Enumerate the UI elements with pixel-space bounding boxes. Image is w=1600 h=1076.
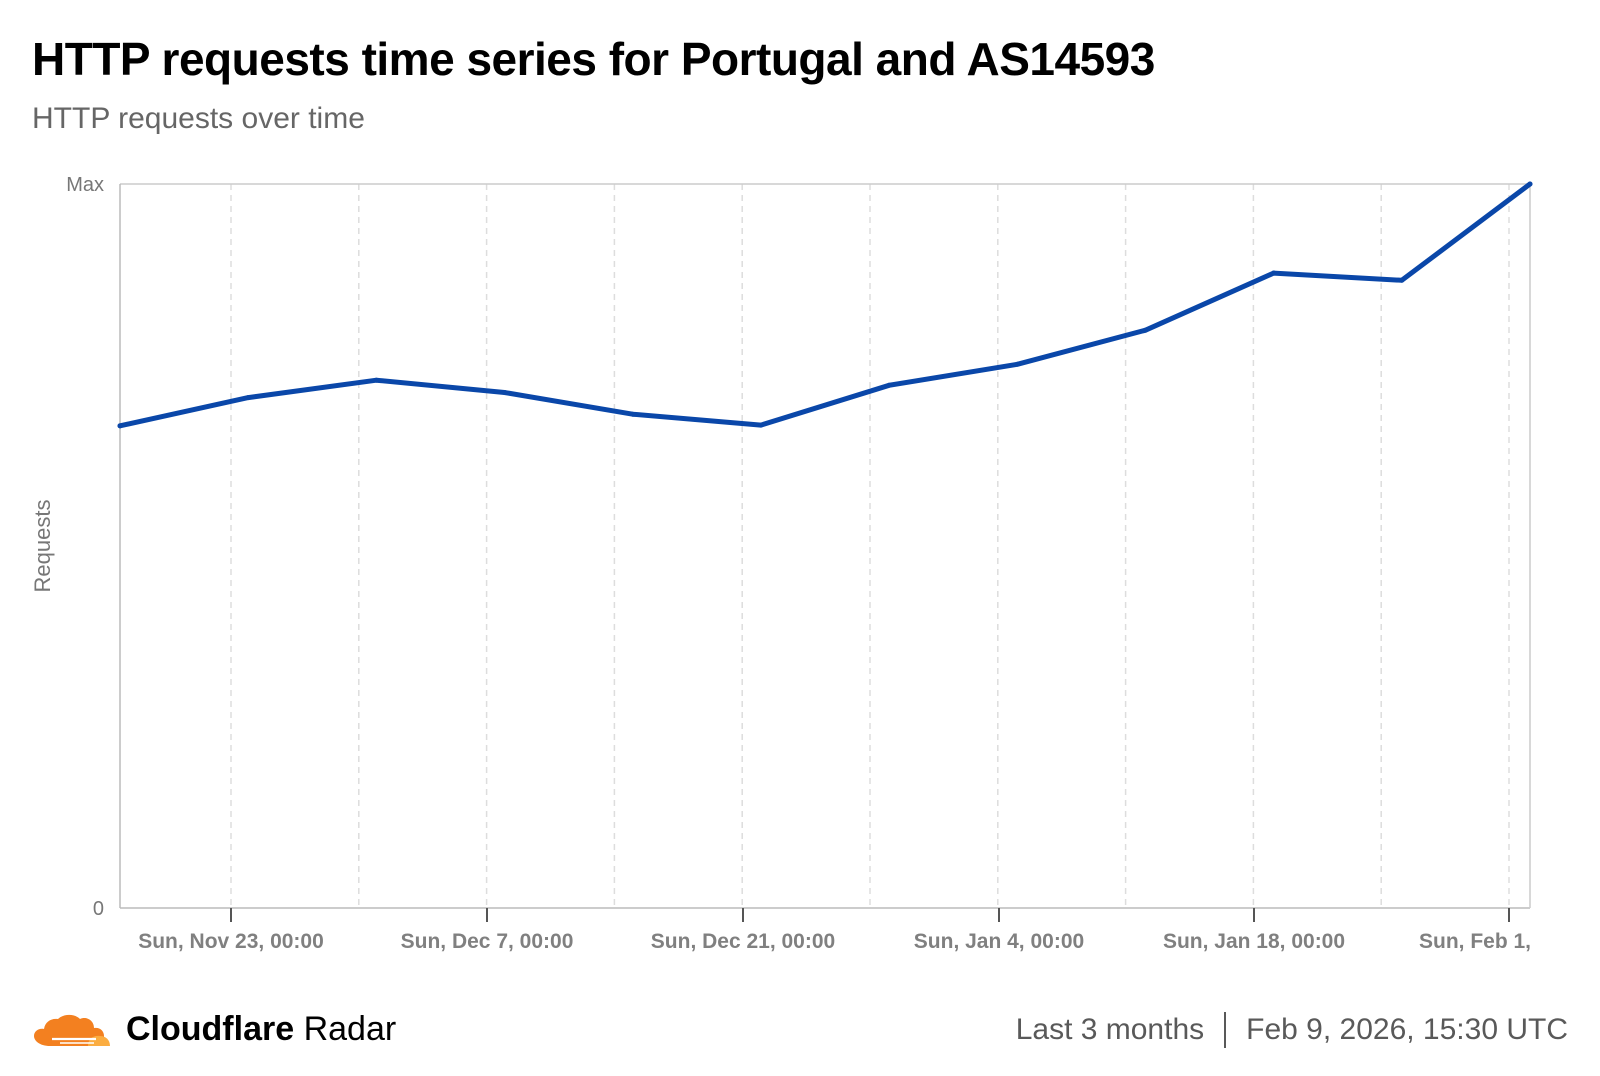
line-chart: 0 Max Requests Sun, Nov 23, 00:00 Sun, Dec 7…	[30, 174, 1533, 953]
x-tick-label: Sun, Nov 23, 00:00	[138, 930, 324, 953]
data-point	[245, 395, 251, 401]
data-point	[630, 411, 636, 417]
brand-product: Radar	[303, 1010, 397, 1048]
x-tick-label: Sun, Jan 18, 00:00	[1163, 930, 1345, 953]
chart-title: HTTP requests time series for Portugal a…	[32, 33, 1155, 85]
brand: Cloudflare Radar	[30, 1010, 396, 1049]
footer-meta: Last 3 months Feb 9, 2026, 15:30 UTC	[1016, 1012, 1568, 1048]
data-point	[1271, 270, 1277, 276]
data-point	[373, 377, 379, 383]
x-tick-label: Sun, Dec 21, 00:00	[651, 930, 835, 953]
data-point	[1399, 277, 1405, 283]
data-point	[758, 422, 764, 428]
brand-name: Cloudflare	[126, 1010, 295, 1048]
x-tick-label: Sun, Dec 7, 00:00	[401, 930, 574, 953]
y-tick-label: 0	[93, 898, 104, 920]
time-range-label: Last 3 months	[1015, 1013, 1205, 1046]
data-point	[1142, 327, 1148, 333]
data-point	[1014, 361, 1020, 367]
data-point	[1527, 181, 1533, 187]
y-tick-label: Max	[66, 174, 104, 196]
series-line	[117, 181, 1533, 429]
x-tick-label: Sun, Feb 1,	[1419, 930, 1531, 953]
data-point	[117, 423, 123, 429]
data-point	[502, 390, 508, 396]
y-axis-title: Requests	[30, 500, 55, 593]
timestamp-label: Feb 9, 2026, 15:30 UTC	[1246, 1013, 1568, 1046]
x-tick-label: Sun, Jan 4, 00:00	[914, 930, 1084, 953]
data-point	[886, 382, 892, 388]
chart-subtitle: HTTP requests over time	[32, 102, 365, 135]
cloudflare-logo-icon	[34, 1014, 110, 1046]
footer-separator	[1224, 1012, 1227, 1048]
